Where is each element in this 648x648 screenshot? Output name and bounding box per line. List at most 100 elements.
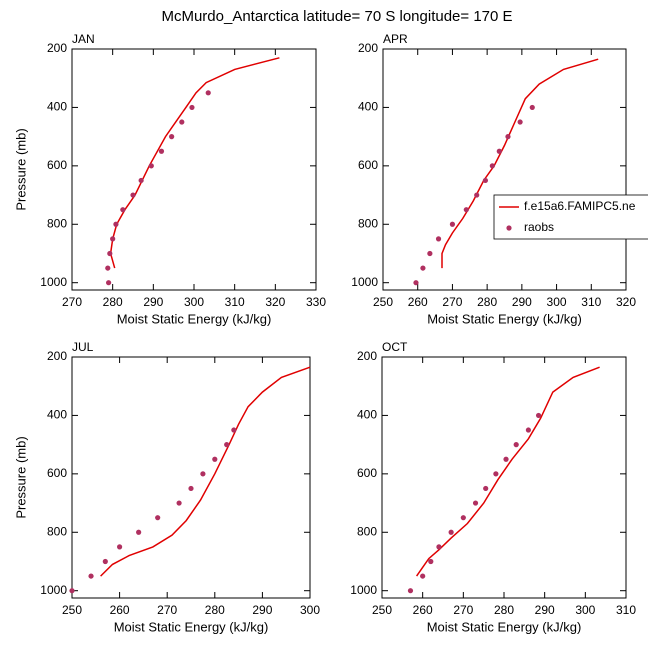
- raob-marker: [69, 588, 75, 594]
- x-axis-label: Moist Static Energy (kJ/kg): [117, 311, 272, 326]
- y-tick-label: 200: [47, 41, 67, 55]
- raob-marker: [483, 485, 489, 492]
- x-tick-label: 300: [300, 603, 320, 617]
- x-tick-label: 280: [103, 295, 123, 309]
- model-line: [415, 366, 600, 577]
- x-tick-label: 260: [408, 295, 428, 309]
- y-tick-label: 1000: [40, 583, 67, 597]
- legend-label: f.e15a6.FAMIPC5.ne: [524, 199, 636, 213]
- raob-marker: [525, 427, 532, 433]
- raob-marker: [224, 442, 230, 448]
- y-tick-label: 1000: [351, 275, 378, 289]
- legend-box: [493, 194, 648, 240]
- raob-marker: [517, 119, 523, 125]
- x-tick-label: 250: [372, 603, 392, 617]
- raob-marker: [472, 500, 479, 506]
- raob-marker: [148, 163, 154, 169]
- y-tick-label: 400: [47, 408, 67, 422]
- raob-marker: [88, 573, 94, 579]
- y-tick-label: 800: [358, 216, 378, 230]
- panel-title: JUL: [72, 340, 94, 354]
- raob-marker: [120, 207, 126, 213]
- raob-marker: [102, 558, 108, 565]
- panel: APR 250 260 270 280 290 300 310 320 200 400 600 800 1…: [351, 32, 648, 326]
- x-tick-label: 300: [575, 603, 595, 617]
- raob-marker: [535, 412, 542, 419]
- raob-marker: [448, 529, 454, 535]
- x-tick-label: 260: [110, 603, 130, 617]
- x-tick-label: 320: [616, 295, 636, 309]
- x-tick-label: 250: [62, 603, 82, 617]
- raob-marker: [169, 134, 175, 140]
- x-tick-label: 310: [225, 295, 245, 309]
- raob-marker: [513, 442, 519, 448]
- raob-marker: [176, 500, 182, 506]
- raob-marker: [179, 119, 185, 125]
- x-tick-label: 290: [535, 603, 555, 617]
- raob-marker: [138, 177, 144, 184]
- x-tick-label: 330: [306, 295, 326, 309]
- x-tick-label: 250: [373, 295, 393, 309]
- x-tick-label: 310: [581, 295, 601, 309]
- x-tick-label: 290: [252, 603, 272, 617]
- raob-marker: [420, 265, 426, 271]
- raob-marker: [407, 588, 414, 594]
- x-tick-label: 300: [184, 295, 204, 309]
- x-tick-label: 280: [494, 603, 514, 617]
- plot-frame: [382, 48, 627, 291]
- raob-marker: [130, 192, 136, 198]
- raob-marker: [436, 544, 442, 550]
- panel-title: APR: [383, 32, 408, 46]
- y-tick-label: 1000: [40, 275, 67, 289]
- raob-marker: [189, 104, 195, 111]
- raob-marker: [105, 265, 111, 271]
- y-tick-label: 200: [47, 349, 67, 363]
- x-tick-label: 290: [512, 295, 532, 309]
- x-tick-label: 260: [413, 603, 433, 617]
- raob-marker: [231, 427, 237, 433]
- raob-marker: [496, 148, 502, 154]
- y-tick-label: 400: [47, 100, 67, 114]
- y-tick-label: 400: [358, 100, 378, 114]
- x-tick-label: 300: [547, 295, 567, 309]
- raob-marker: [200, 471, 206, 477]
- x-tick-label: 270: [453, 603, 473, 617]
- legend-label: raobs: [524, 220, 554, 234]
- panel-title: JAN: [72, 32, 95, 46]
- x-axis-label: Moist Static Energy (kJ/kg): [114, 619, 269, 634]
- y-axis-label: Pressure (mb): [13, 436, 28, 518]
- raob-marker: [107, 250, 113, 257]
- x-axis-label: Moist Static Energy (kJ/kg): [427, 311, 582, 326]
- raob-marker: [106, 280, 112, 286]
- raob-marker: [188, 485, 194, 492]
- raob-marker: [212, 456, 218, 462]
- raob-marker: [505, 134, 511, 140]
- raob-marker: [110, 236, 116, 242]
- raob-marker: [117, 544, 123, 550]
- y-tick-label: 800: [357, 524, 377, 538]
- y-tick-label: 800: [47, 524, 67, 538]
- y-tick-label: 1000: [350, 583, 377, 597]
- figure-title: McMurdo_Antarctica latitude= 70 S longit…: [161, 8, 512, 25]
- y-tick-label: 600: [357, 466, 377, 480]
- raob-marker: [413, 280, 419, 286]
- y-tick-label: 800: [47, 216, 67, 230]
- raob-marker: [158, 148, 165, 154]
- raob-marker: [205, 90, 211, 96]
- y-axis-label: Pressure (mb): [13, 128, 28, 210]
- raob-marker: [449, 221, 456, 227]
- y-tick-label: 400: [357, 408, 377, 422]
- x-tick-label: 270: [442, 295, 462, 309]
- x-tick-label: 310: [616, 603, 636, 617]
- raob-marker: [113, 221, 119, 227]
- y-tick-label: 200: [357, 349, 377, 363]
- panel: JAN 270 280 290 300 310 320 330 200 400 600 800 1000…: [13, 32, 326, 326]
- panel-title: OCT: [382, 340, 408, 354]
- raob-marker: [489, 163, 495, 169]
- raob-marker: [427, 250, 433, 257]
- panel: JUL 250 260 270 280 290 300 200 400 600 800 1000 Moi…: [13, 340, 320, 634]
- raob-marker: [529, 104, 535, 111]
- raob-marker: [420, 573, 426, 579]
